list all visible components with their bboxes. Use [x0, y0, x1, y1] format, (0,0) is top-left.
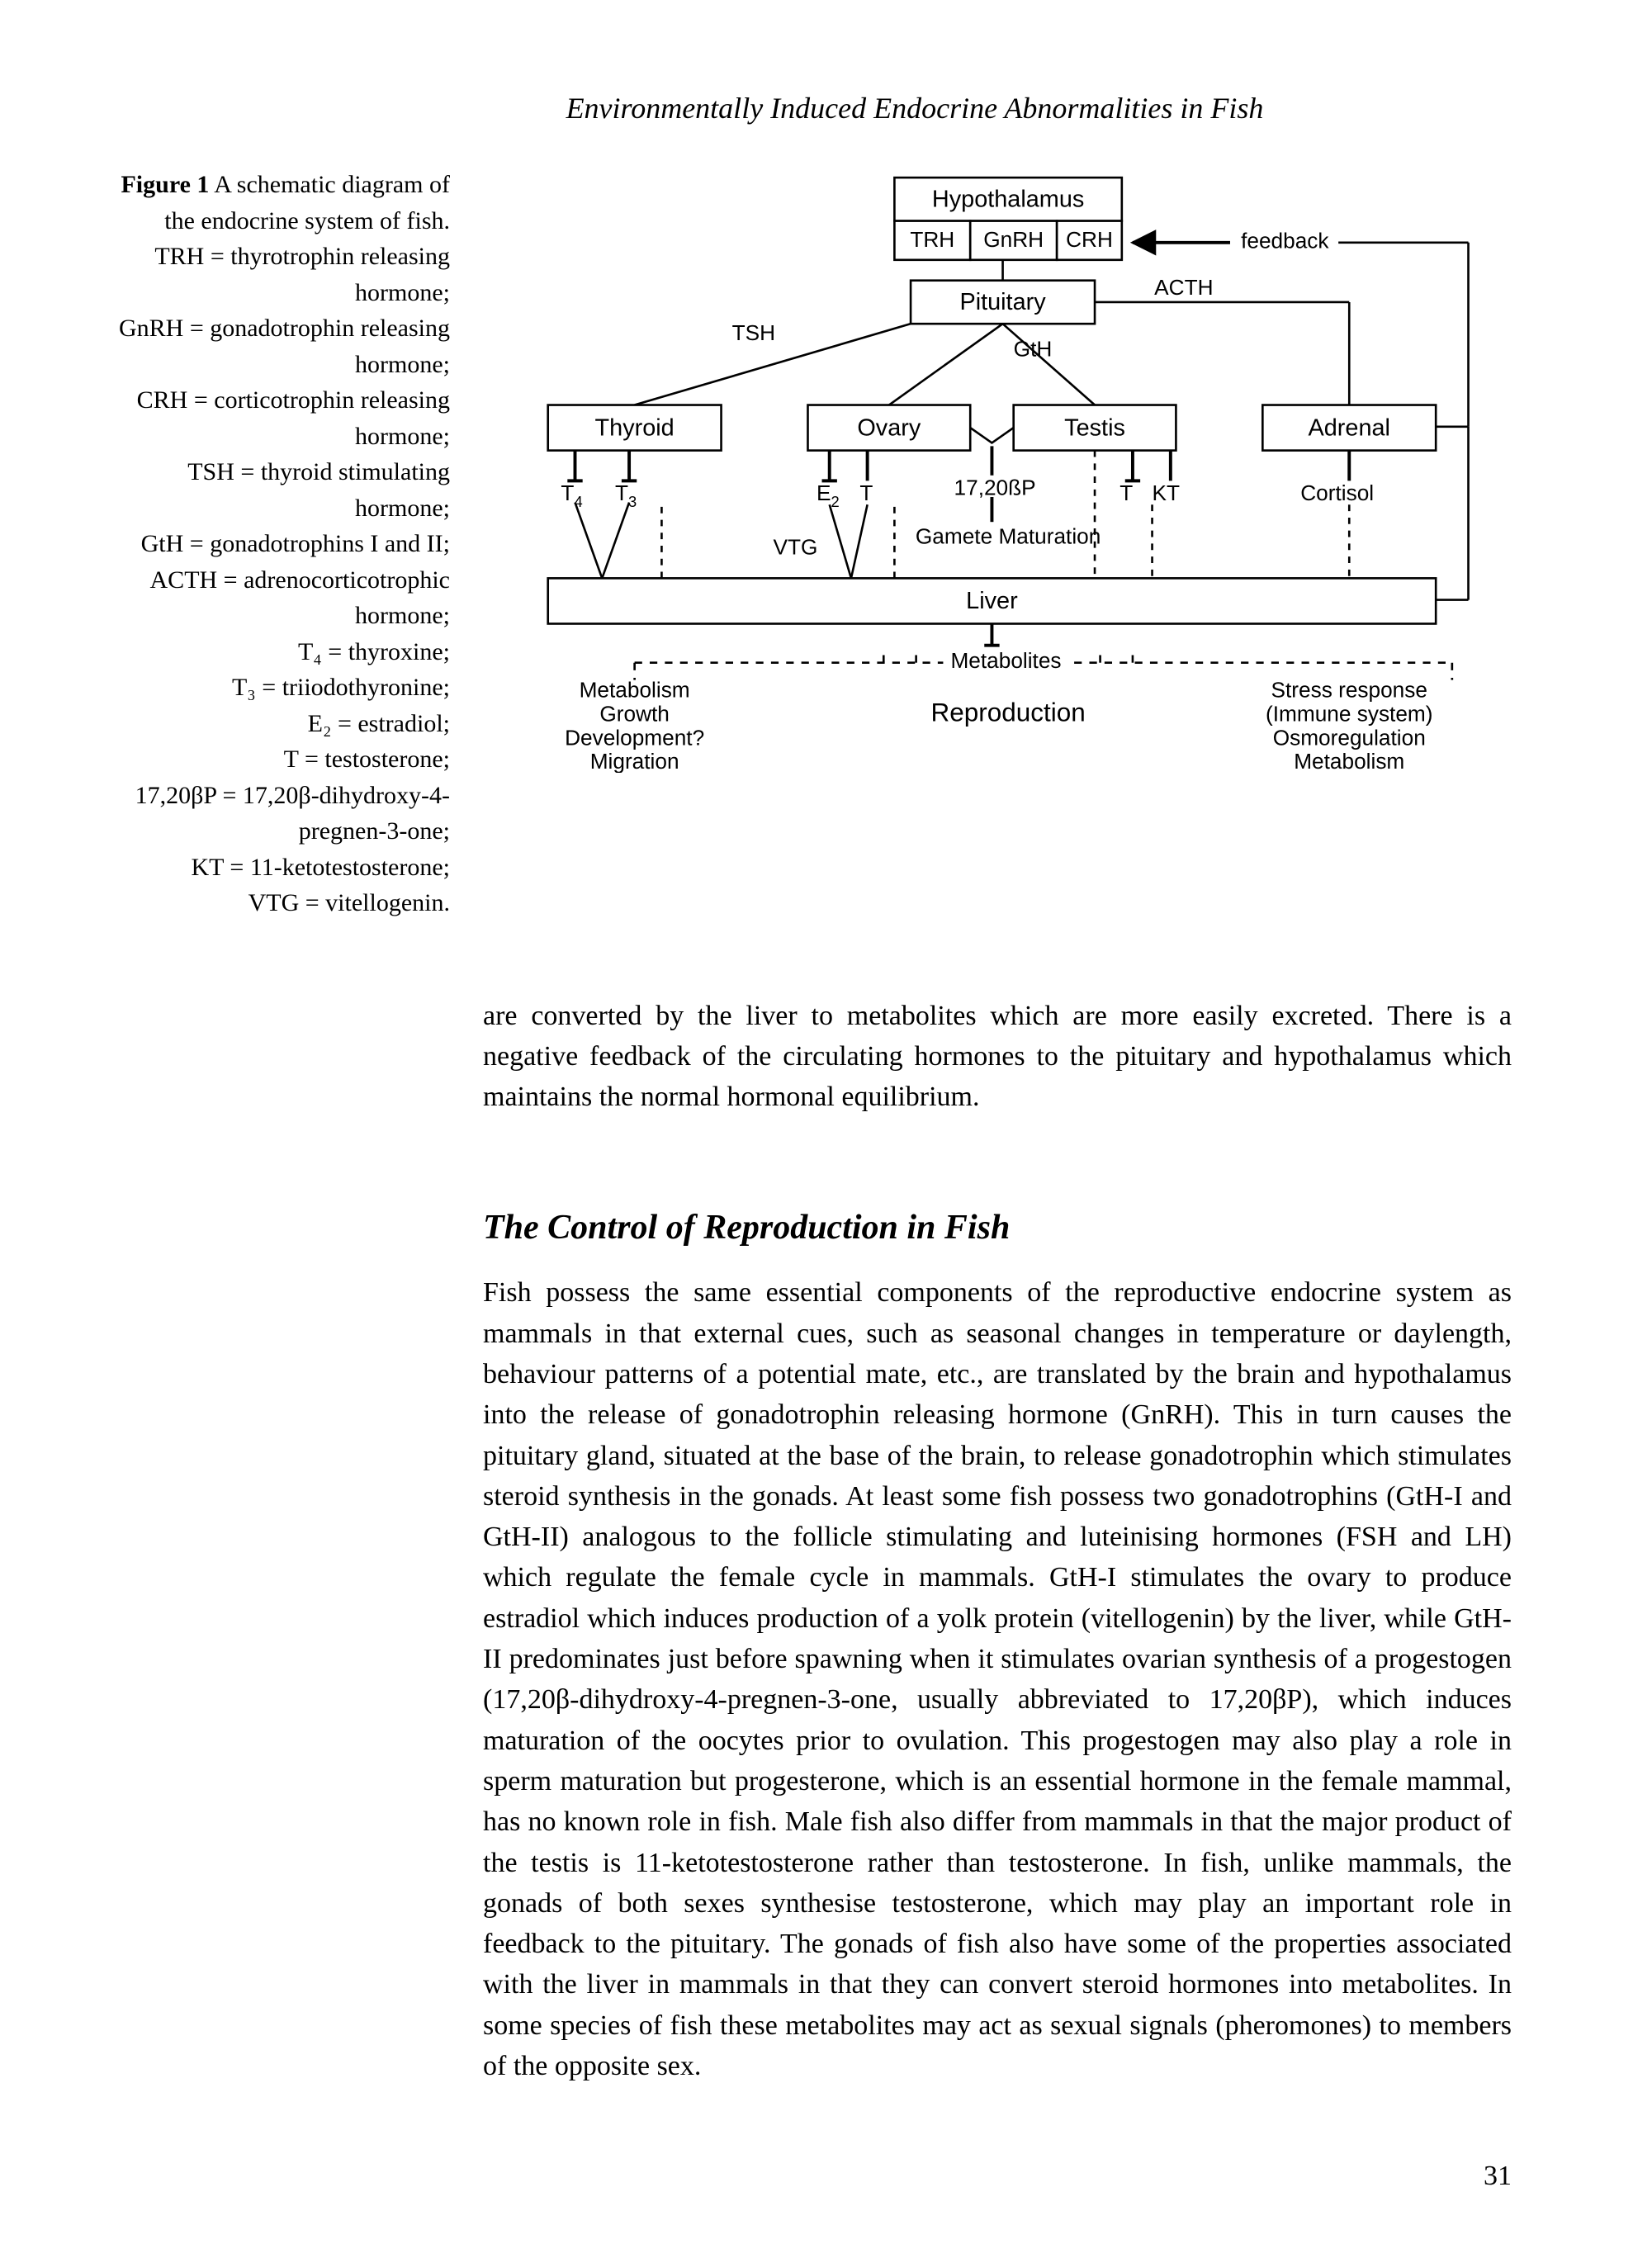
- label-t4: T4: [561, 480, 582, 510]
- label-cortisol: Cortisol: [1300, 480, 1374, 505]
- label-kt: KT: [1153, 480, 1181, 505]
- caption-def-2: CRH = corticotrophin releasing hormone;: [137, 386, 450, 450]
- endocrine-diagram: Hypothalamus TRH GnRH CRH Pituitary feed…: [483, 167, 1512, 921]
- bottom-left-2: Development?: [565, 725, 704, 750]
- caption-def-3: TSH = thyroid stimulating hormone;: [187, 458, 450, 522]
- figure-row: Figure 1 A schematic diagram of the endo…: [87, 167, 1512, 921]
- label-metabolites: Metabolites: [950, 648, 1061, 673]
- label-vtg: VTG: [774, 535, 818, 560]
- label-t3: T3: [615, 480, 637, 510]
- node-thyroid: Thyroid: [595, 414, 675, 441]
- figure-caption: Figure 1 A schematic diagram of the endo…: [87, 167, 450, 921]
- bottom-right-2: Osmoregulation: [1273, 725, 1426, 750]
- caption-def-4: GtH = gonadotrophins I and II;: [141, 530, 450, 557]
- caption-def-1: GnRH = gonadotrophin releasing hormone;: [119, 315, 450, 378]
- node-testis: Testis: [1064, 414, 1125, 441]
- caption-def-6: T₄ = thyroxine;: [298, 638, 450, 665]
- section-heading: The Control of Reproduction in Fish: [483, 1208, 1512, 1247]
- label-gth: GtH: [1014, 337, 1053, 362]
- label-1720bp: 17,20ßP: [954, 475, 1036, 499]
- bottom-left-3: Migration: [590, 749, 679, 773]
- node-trh: TRH: [910, 227, 954, 252]
- bottom-right-1: (Immune system): [1266, 702, 1433, 727]
- label-gamete: Gamete Maturation: [916, 523, 1101, 548]
- main-paragraph: Fish possess the same essential componen…: [483, 1272, 1512, 2086]
- node-liver: Liver: [966, 588, 1018, 614]
- caption-def-8: E₂ = estradiol;: [308, 710, 450, 737]
- label-feedback: feedback: [1241, 228, 1329, 253]
- caption-def-10: 17,20βP = 17,20β-dihydroxy-4-pregnen-3-o…: [135, 782, 450, 845]
- node-gnrh: GnRH: [983, 227, 1044, 252]
- bottom-center-0: Reproduction: [931, 698, 1086, 727]
- bottom-left-1: Growth: [599, 702, 670, 727]
- node-ovary: Ovary: [857, 414, 921, 441]
- bottom-right-0: Stress response: [1271, 678, 1427, 703]
- caption-def-7: T₃ = triiodothyronine;: [232, 674, 450, 701]
- label-t-testis: T: [1119, 480, 1133, 505]
- diagram-svg: Hypothalamus TRH GnRH CRH Pituitary feed…: [483, 167, 1512, 773]
- label-e2: E2: [817, 480, 840, 510]
- caption-def-9: T = testosterone;: [284, 746, 450, 773]
- node-hypothalamus: Hypothalamus: [932, 187, 1084, 213]
- node-adrenal: Adrenal: [1309, 414, 1390, 441]
- body-column: are converted by the liver to metabolite…: [483, 996, 1512, 2087]
- label-tsh: TSH: [732, 320, 775, 345]
- continuation-paragraph: are converted by the liver to metabolite…: [483, 996, 1512, 1118]
- page-number: 31: [87, 2161, 1512, 2192]
- caption-def-5: ACTH = adrenocortico­trophic hormone;: [150, 566, 450, 630]
- label-t-ovary: T: [859, 480, 873, 505]
- caption-def-0: TRH = thyrotrophin releasing hormone;: [154, 243, 450, 306]
- bottom-left-0: Metabolism: [580, 678, 690, 703]
- label-acth: ACTH: [1154, 275, 1213, 300]
- node-pituitary: Pituitary: [959, 289, 1046, 315]
- node-crh: CRH: [1066, 227, 1113, 252]
- caption-def-12: VTG = vitellogenin.: [249, 889, 450, 916]
- caption-def-11: KT = 11-ketotestosterone;: [191, 854, 450, 881]
- page-running-header: Environmentally Induced Endocrine Abnorm…: [318, 91, 1512, 125]
- bottom-right-3: Metabolism: [1294, 749, 1404, 773]
- figure-label: Figure 1: [121, 171, 209, 198]
